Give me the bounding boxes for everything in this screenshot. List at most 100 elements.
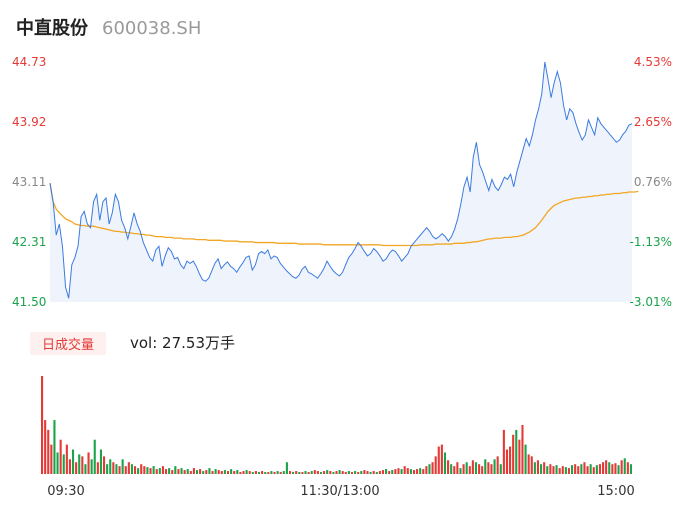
volume-bar [378, 471, 381, 474]
volume-bar [161, 466, 164, 474]
volume-bar [453, 466, 456, 474]
volume-bar [270, 471, 273, 474]
volume-bar [316, 471, 319, 474]
volume-bar [481, 466, 484, 474]
volume-bar [499, 464, 502, 474]
volume-bar [512, 434, 515, 474]
volume-bar [121, 459, 124, 474]
volume-bar [41, 376, 44, 474]
volume-bar [440, 444, 443, 474]
volume-bar [109, 459, 112, 474]
volume-prefix: vol: [130, 334, 163, 352]
volume-bar [251, 472, 254, 474]
volume-bar [261, 471, 264, 474]
volume-bar [577, 466, 580, 474]
volume-bar [617, 465, 620, 474]
volume-bar [292, 472, 295, 474]
volume-bar [546, 466, 549, 474]
volume-bar [81, 456, 84, 474]
volume-bar [195, 470, 199, 474]
volume-bar [93, 439, 96, 474]
volume-bar [87, 452, 90, 474]
volume-bar [354, 471, 357, 474]
volume-bar [239, 472, 242, 474]
volume-bar [403, 466, 406, 474]
volume-bar [62, 454, 65, 474]
volume-bar [397, 468, 400, 474]
average-price-line [49, 183, 639, 247]
volume-bar [589, 464, 592, 474]
volume-bar [183, 470, 186, 474]
volume-bar [65, 444, 68, 474]
volume-bar [78, 454, 81, 474]
volume-bar [530, 456, 533, 474]
volume-bar [564, 467, 567, 474]
volume-bar [381, 470, 385, 474]
volume-bar [233, 471, 236, 474]
volume-bar [146, 467, 149, 474]
volume-bar [223, 470, 226, 474]
volume-bar [254, 471, 257, 474]
volume-bar [524, 444, 527, 474]
volume-bar [230, 469, 233, 474]
volume-bar [71, 449, 75, 474]
volume-bar [428, 464, 431, 474]
volume-bar [487, 462, 490, 474]
volume-bar [211, 471, 214, 474]
volume-bar [295, 471, 298, 474]
volume-bar [140, 464, 143, 474]
volume-bar [59, 439, 62, 474]
volume-bar [369, 472, 372, 474]
volume-bar [580, 464, 583, 474]
volume-bar [335, 471, 338, 474]
volume-bar [484, 459, 487, 474]
volume-bar [419, 468, 422, 474]
volume-bar [602, 462, 605, 474]
volume-bar [217, 470, 220, 474]
volume-bar [102, 456, 106, 474]
volume-bar [626, 462, 629, 474]
volume-bar [47, 429, 50, 474]
volume-bar [202, 471, 205, 474]
time-axis-tick: 11:30/13:00 [300, 484, 379, 499]
price-axis-tick: 42.31 [12, 235, 46, 249]
volume-bar [115, 464, 118, 474]
volume-bar [332, 472, 335, 474]
volume-bar [137, 468, 140, 474]
volume-bar [310, 471, 313, 474]
volume-bar [186, 469, 189, 474]
volume-bar [50, 444, 53, 474]
volume-bar [192, 468, 195, 474]
volume-bar [84, 464, 87, 474]
volume-bar [174, 466, 177, 474]
volume-bar [574, 464, 577, 474]
percent-axis-tick: 0.76% [634, 175, 672, 189]
volume-bar [118, 466, 121, 474]
volume-bar [242, 471, 245, 474]
volume-bar [149, 468, 152, 474]
volume-tab[interactable]: 日成交量 [30, 332, 107, 355]
volume-bar [205, 470, 208, 474]
volume-bar [106, 464, 109, 474]
volume-readout: vol: 27.53万手 [130, 332, 235, 353]
volume-bar [543, 462, 546, 474]
volume-bar [521, 425, 524, 474]
volume-bar [68, 459, 71, 474]
volume-bar [443, 452, 447, 474]
volume-bar [248, 471, 251, 474]
volume-bar [518, 439, 521, 474]
volume-bar [214, 469, 217, 474]
volume-bar [552, 466, 555, 474]
volume-bar [515, 429, 518, 474]
volume-bar [208, 468, 211, 474]
volume-bar [180, 468, 183, 474]
volume-bar [425, 466, 428, 474]
volume-bar [422, 469, 425, 474]
volume-bar [509, 446, 512, 474]
volume-bar [462, 464, 465, 474]
volume-bar [338, 470, 341, 474]
volume-bar [177, 469, 180, 474]
volume-bar [319, 472, 323, 474]
volume-bar [112, 462, 115, 474]
volume-bar [75, 462, 78, 474]
